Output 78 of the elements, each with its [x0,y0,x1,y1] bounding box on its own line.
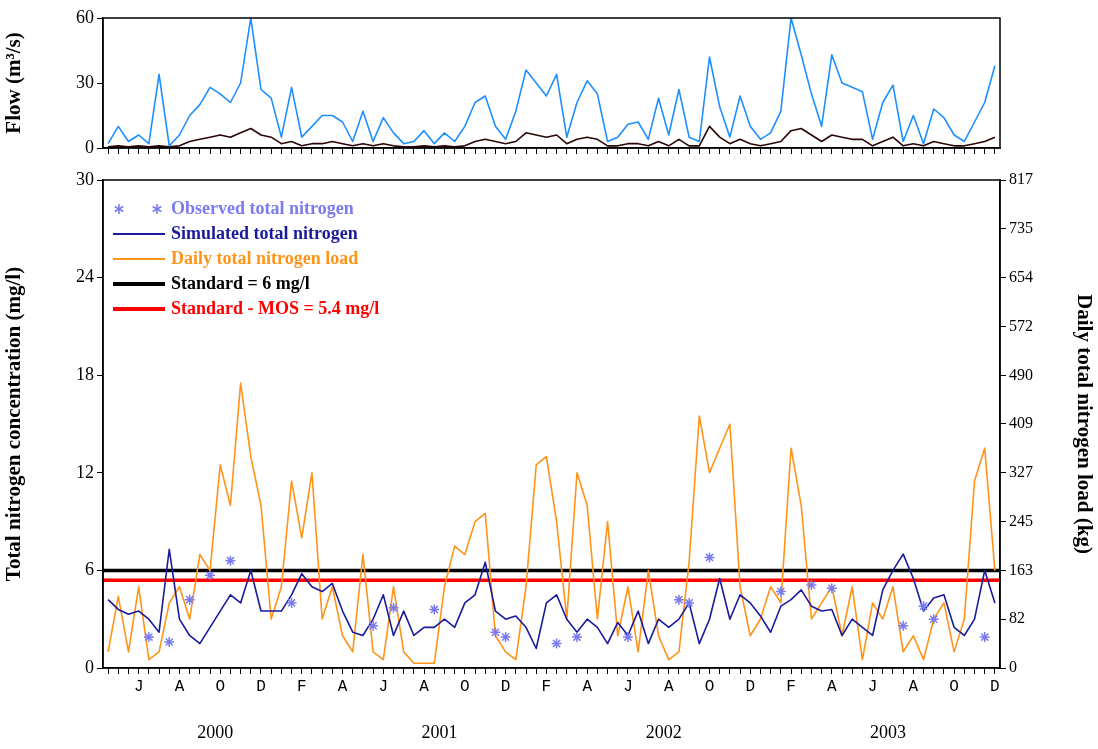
point [978,631,991,643]
point [897,619,909,632]
x-tick-label: A [174,677,185,696]
y2-axis-title: Daily total nitrogen load (kg) [1072,294,1097,554]
x-tick-label: F [296,677,307,696]
x-tick-label: O [949,677,959,696]
y2-tick-label: 735 [1009,219,1033,237]
x-tick-label: O [215,677,226,696]
legend-label: Simulated total nitrogen [171,222,358,245]
point [489,626,502,638]
x-tick-label: A [908,677,919,696]
x-tick-label: J [378,677,389,696]
point [775,585,787,598]
y2-tick-label: 817 [1009,170,1033,188]
y2-tick-label: 327 [1009,462,1033,480]
text: 2003 [869,721,906,742]
x-tick-label: A [337,677,348,696]
y-axis-title: Total nitrogen concentration (mg/l) [1,266,26,582]
y2-tick-label: 654 [1009,267,1033,285]
text: 2000 [197,721,234,742]
x-tick-label: D [500,677,511,696]
x-tick-label: D [256,677,266,696]
y-tick-label: 60 [76,6,94,27]
text: 2002 [645,721,682,742]
y-tick-label: 24 [76,266,94,287]
point [183,593,196,606]
x-tick-label: O [704,677,715,696]
point [571,631,583,643]
point [703,551,716,564]
point [428,603,441,616]
y-tick-label: 30 [76,71,94,92]
point [163,636,176,648]
x-tick-label: J [133,677,144,696]
y-tick-label: 0 [85,656,94,677]
x-tick-label: D [990,677,1000,696]
y-tick-label: 12 [76,461,94,482]
point [550,637,563,650]
legend-label: Standard - MOS = 5.4 mg/l [171,297,380,320]
point [917,600,930,612]
y-tick-label: 30 [76,168,94,189]
y2-tick-label: 245 [1009,511,1033,529]
y2-tick-label: 163 [1009,560,1033,578]
legend-label: Daily total nitrogen load [171,247,359,270]
x-tick-label: F [541,677,552,696]
y2-tick-label: 490 [1009,365,1033,383]
x-tick-label: J [623,677,633,696]
point [499,631,512,643]
point [927,613,940,625]
x-tick-label: A [582,677,593,696]
x-tick-label: D [745,677,756,696]
y-axis-title: Flow (m³/s) [1,32,26,134]
point [285,597,298,609]
x-tick-label: J [867,677,878,696]
y2-tick-label: 0 [1009,658,1017,676]
x-tick-label: O [460,677,470,696]
point [673,593,685,606]
point [204,569,216,582]
y2-tick-label: 572 [1009,316,1033,334]
x-tick-label: A [827,677,838,696]
legend-label: Observed total nitrogen [171,197,354,220]
x-tick-label: A [419,677,430,696]
y-tick-label: 18 [76,363,94,384]
y2-tick-label: 409 [1009,413,1033,431]
point [387,602,400,614]
x-tick-label: A [663,677,674,696]
point [143,631,155,643]
point [805,579,818,591]
legend-label: Standard = 6 mg/l [171,272,310,295]
point [683,597,695,609]
point [224,554,237,567]
y-tick-label: 0 [85,136,94,157]
y-tick-label: 6 [85,559,94,580]
x-tick-label: F [786,677,796,696]
point [622,631,634,643]
point [826,582,838,595]
y2-tick-label: 82 [1009,609,1025,627]
text: 2001 [421,721,458,742]
point [367,619,379,632]
